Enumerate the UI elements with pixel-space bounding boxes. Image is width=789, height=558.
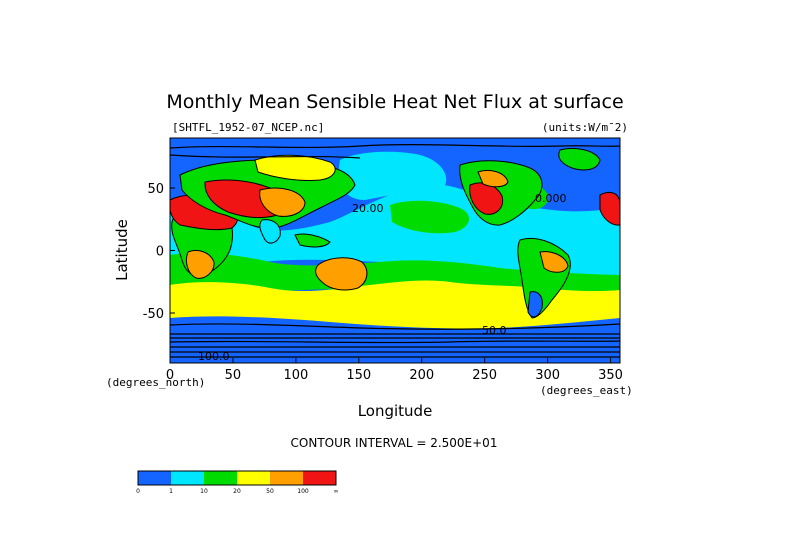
flux-map: 20.00 0.000 50.0 100.0 xyxy=(170,138,620,363)
land-patagonia xyxy=(527,291,543,318)
x-tick-label: 50 xyxy=(225,368,242,383)
legend-swatch xyxy=(270,471,303,485)
arctic-contours xyxy=(170,143,620,159)
x-tick-label: 300 xyxy=(535,368,560,383)
color-legend: 0 1 10 20 50 100 ∞ xyxy=(136,470,339,495)
antarctica-contours xyxy=(170,323,620,358)
region-pacific-green xyxy=(390,200,470,234)
contour-label-100: 100.0 xyxy=(198,350,230,363)
legend-swatch xyxy=(204,471,237,485)
legend-frame xyxy=(137,470,337,486)
contour-label-20: 20.00 xyxy=(352,202,384,215)
x-tick-label: 0 xyxy=(166,368,174,383)
x-axis-label: Longitude xyxy=(358,402,433,420)
legend-boundary-label: 10 xyxy=(200,488,208,495)
land-brazil-orange xyxy=(539,251,569,273)
chart-title: Monthly Mean Sensible Heat Net Flux at s… xyxy=(166,91,623,113)
y-tick-label: 0 xyxy=(156,245,164,260)
legend-boundary-label: 100 xyxy=(297,488,309,495)
x-unit-note: (degrees_east) xyxy=(540,384,633,397)
legend-swatch xyxy=(138,471,171,485)
land-australia xyxy=(315,257,368,291)
x-tick-label: 350 xyxy=(598,368,623,383)
y-unit-note: (degrees_north) xyxy=(106,376,205,389)
region-north-pacific-cyan xyxy=(338,151,447,200)
y-tick-label: 50 xyxy=(147,182,164,197)
contour-label-50: 50.0 xyxy=(482,324,507,337)
land-mexico-orange xyxy=(477,169,509,188)
region-southern-ocean xyxy=(170,316,620,335)
legend-boundary-label: 20 xyxy=(233,488,241,495)
land-greenland xyxy=(558,147,601,171)
land-india xyxy=(259,219,281,244)
x-tick-label: 250 xyxy=(472,368,497,383)
units-label: (units:W/m¯2) xyxy=(542,121,628,134)
land-asia-orange xyxy=(259,187,306,217)
file-label: [SHTFL_1952-07_NCEP.nc] xyxy=(172,121,324,134)
land-europe-red xyxy=(599,192,620,226)
legend-boundary-label: 0 xyxy=(136,488,140,495)
legend-boundary-label: 1 xyxy=(169,488,173,495)
axes: 0 50 100 150 200 250 300 350 50 0 -50 xyxy=(143,182,623,383)
land-siberia xyxy=(254,154,336,181)
land-indonesia xyxy=(294,233,331,248)
legend-boundary-label: ∞ xyxy=(334,488,339,495)
x-tick-label: 150 xyxy=(346,368,371,383)
legend-boundary-label: 50 xyxy=(266,488,274,495)
region-yellow-band xyxy=(170,280,620,330)
contour-label-0: 0.000 xyxy=(535,192,567,205)
x-tick-label: 100 xyxy=(283,368,308,383)
legend-swatch xyxy=(171,471,204,485)
legend-swatch xyxy=(303,471,336,485)
x-tick-label: 200 xyxy=(409,368,434,383)
contour-interval-caption: CONTOUR INTERVAL = 2.500E+01 xyxy=(291,436,498,450)
y-axis-label: Latitude xyxy=(113,219,131,281)
land-southern-africa-hot xyxy=(185,249,215,279)
y-tick-label: -50 xyxy=(143,307,164,322)
legend-swatch xyxy=(237,471,270,485)
